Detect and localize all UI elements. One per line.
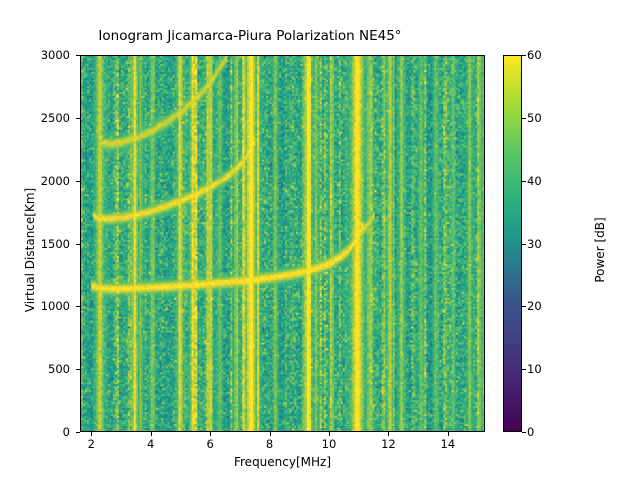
y-tick-label: 2500 <box>40 110 70 125</box>
ionogram-plot-area <box>80 55 485 432</box>
colorbar-tick-label: 60 <box>527 48 542 62</box>
ionogram-heatmap <box>81 56 484 431</box>
x-tick-mark <box>269 432 271 436</box>
colorbar-tick-mark <box>522 180 526 182</box>
y-axis-label: Virtual Distance[Km] <box>23 187 37 313</box>
colorbar-tick-mark <box>522 369 526 371</box>
x-axis-label: Frequency[MHz] <box>233 455 332 469</box>
colorbar-tick-mark <box>522 55 526 56</box>
x-tick-mark <box>388 432 390 436</box>
y-tick-label: 1000 <box>40 299 70 314</box>
colorbar-tick-label: 20 <box>527 299 542 314</box>
colorbar-tick-label: 40 <box>527 173 542 188</box>
colorbar-tick-mark <box>522 117 526 119</box>
x-tick-mark <box>329 432 330 436</box>
colorbar-tick-mark <box>522 432 526 433</box>
colorbar-tick-label: 30 <box>527 236 542 251</box>
y-tick-label: 3000 <box>40 48 70 62</box>
y-tick-label: 1500 <box>40 236 70 251</box>
y-tick-mark <box>76 243 80 245</box>
x-tick-mark <box>447 432 449 436</box>
y-tick-label: 2000 <box>40 173 70 188</box>
x-tick-mark <box>91 432 93 436</box>
colorbar <box>503 55 522 432</box>
colorbar-tick-label: 10 <box>527 362 542 377</box>
y-tick-mark <box>76 306 80 308</box>
x-tick-label: 10 <box>321 437 337 451</box>
colorbar-tick-label: 50 <box>527 110 542 125</box>
y-tick-label: 0 <box>62 425 70 439</box>
y-tick-mark <box>76 117 80 119</box>
y-tick-mark <box>76 55 80 56</box>
y-tick-mark <box>76 432 80 433</box>
colorbar-label: Power [dB] <box>593 217 607 283</box>
x-tick-label: 12 <box>381 437 396 451</box>
x-tick-mark <box>150 432 152 436</box>
x-tick-label: 8 <box>265 437 274 451</box>
x-tick-label: 6 <box>206 437 214 451</box>
y-tick-mark <box>76 180 80 182</box>
x-tick-mark <box>210 432 212 436</box>
colorbar-tick-label: 0 <box>527 425 535 439</box>
x-tick-label: 14 <box>440 437 456 451</box>
colorbar-tick-mark <box>522 243 526 245</box>
colorbar-tick-mark <box>522 306 526 308</box>
y-tick-label: 500 <box>48 362 70 377</box>
x-tick-label: 2 <box>87 437 95 451</box>
chart-title-line1: Ionogram Jicamarca-Piura Polarization NE… <box>98 28 402 44</box>
x-tick-label: 4 <box>147 437 155 451</box>
y-tick-mark <box>76 369 80 371</box>
